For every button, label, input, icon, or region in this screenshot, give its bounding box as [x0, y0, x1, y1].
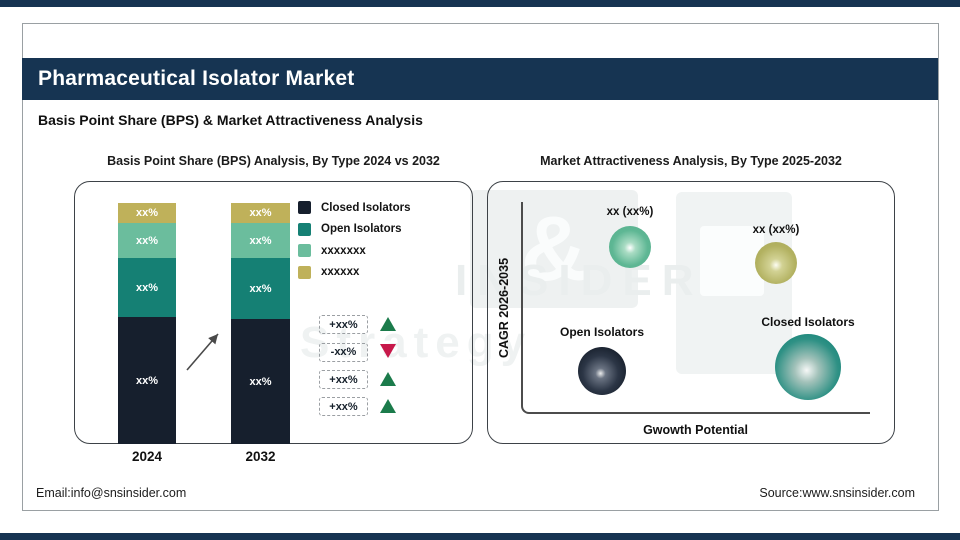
legend-swatch-olive — [298, 265, 311, 279]
trend-arrow-icon — [186, 333, 219, 371]
bubble-chart-axes — [521, 202, 870, 414]
attractiveness-chart-panel — [487, 181, 895, 444]
bar-segment-navy: xx% — [118, 317, 176, 444]
bubble-open-isolators — [578, 347, 626, 395]
footer-email: Email:info@snsinsider.com — [36, 486, 187, 500]
bubble-label-upper-left: xx (xx%) — [606, 206, 654, 218]
legend-item-open-isolators: Open Isolators — [298, 219, 410, 241]
stacked-bar-2024: xx% xx% xx% xx% — [118, 203, 176, 444]
legend-label: Closed Isolators — [321, 201, 411, 214]
attractiveness-chart-title: Market Attractiveness Analysis, By Type … — [540, 154, 842, 168]
bar-segment-teal: xx% — [118, 258, 176, 317]
title-banner: Pharmaceutical Isolator Market — [22, 58, 938, 100]
page-title: Pharmaceutical Isolator Market — [38, 67, 355, 90]
page-subtitle: Basis Point Share (BPS) & Market Attract… — [38, 112, 423, 128]
bubble-label-open-isolators: Open Isolators — [559, 325, 645, 339]
bar-segment-lightgreen: xx% — [118, 223, 176, 258]
bar-segment-olive: xx% — [231, 203, 290, 223]
legend-item-xxxxxx: xxxxxx — [298, 262, 410, 284]
x-tick-2032: 2032 — [245, 449, 276, 464]
legend-swatch-navy — [298, 201, 311, 215]
legend-label: xxxxxxx — [321, 244, 366, 257]
bubble-upper-left — [609, 226, 651, 268]
stacked-bar-2032: xx% xx% xx% xx% — [231, 203, 290, 444]
x-tick-2024: 2024 — [131, 449, 163, 464]
change-chip-1: +xx% — [319, 315, 368, 334]
bar-segment-olive: xx% — [118, 203, 176, 223]
legend-swatch-lightgreen — [298, 244, 311, 258]
bubble-closed-isolators — [775, 334, 841, 400]
x-axis-label: Gwowth Potential — [643, 423, 748, 437]
legend-label: Open Isolators — [321, 223, 402, 236]
footer-source: Source:www.snsinsider.com — [759, 486, 915, 500]
legend-item-xxxxxxx: xxxxxxx — [298, 240, 410, 262]
y-axis-label: CAGR 2026-2035 — [497, 257, 511, 359]
legend-label: xxxxxx — [321, 266, 360, 279]
bar-segment-lightgreen: xx% — [231, 223, 290, 258]
bubble-label-upper-right: xx (xx%) — [752, 224, 800, 236]
triangle-down-icon — [380, 344, 396, 358]
triangle-up-icon — [380, 372, 396, 386]
triangle-up-icon — [380, 399, 396, 413]
bubble-upper-right — [755, 242, 797, 284]
triangle-up-icon — [380, 317, 396, 331]
bps-chart-title: Basis Point Share (BPS) Analysis, By Typ… — [107, 154, 440, 168]
bar-segment-navy: xx% — [231, 319, 290, 444]
change-chip-3: +xx% — [319, 370, 368, 389]
bubble-label-closed-isolators: Closed Isolators — [761, 315, 855, 329]
top-accent-bar — [0, 0, 960, 7]
legend-item-closed-isolators: Closed Isolators — [298, 197, 410, 219]
legend-swatch-teal — [298, 222, 311, 236]
bps-legend: Closed Isolators Open Isolators xxxxxxx … — [298, 197, 410, 283]
bottom-accent-bar — [0, 533, 960, 540]
change-chip-2: -xx% — [319, 342, 368, 362]
bar-segment-teal: xx% — [231, 258, 290, 319]
change-chip-4: +xx% — [319, 397, 368, 416]
